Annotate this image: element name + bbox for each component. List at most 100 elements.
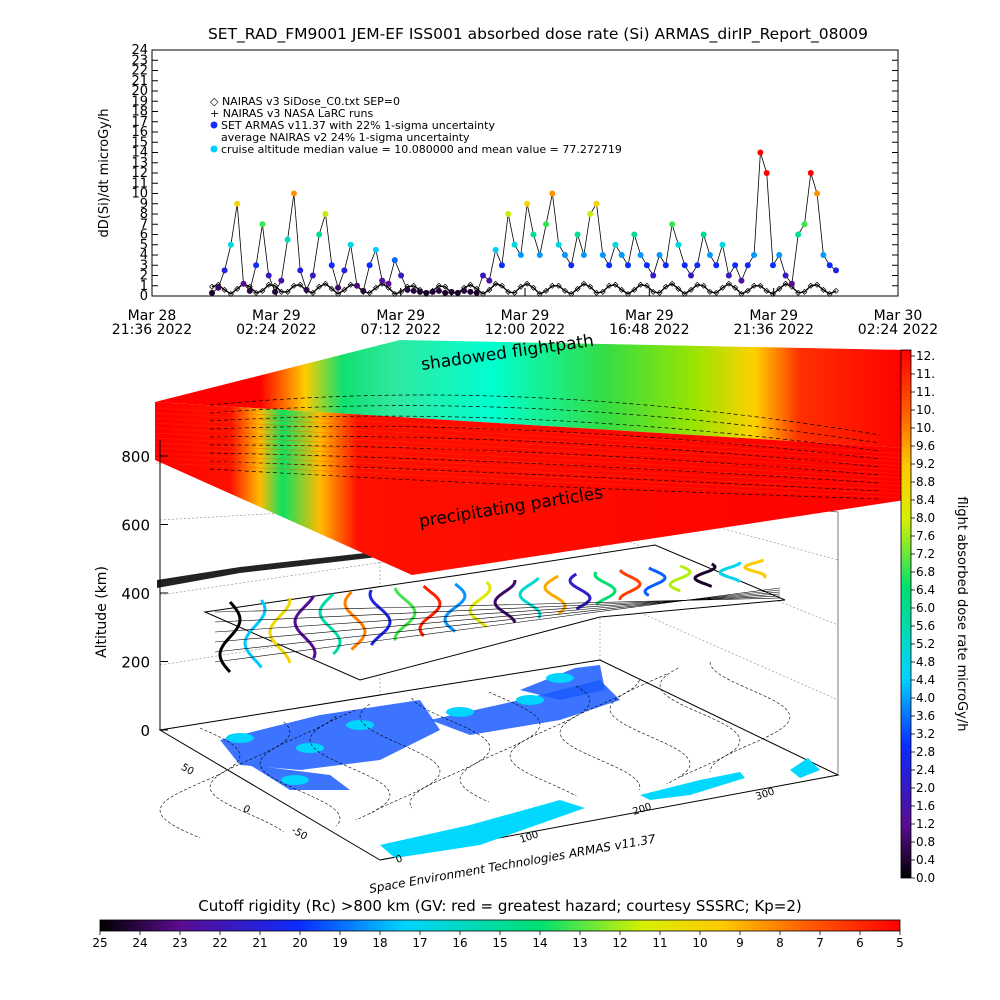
flightpath-colored-track — [568, 572, 592, 611]
dose-rate-point — [221, 267, 228, 274]
dose-rate-time-series: dD(Si)/dt microGy/h 01234567891011121314… — [97, 43, 938, 338]
dose-rate-point — [725, 272, 732, 279]
colorbar-label: 12. — [916, 349, 935, 363]
flightpath-colored-track — [668, 564, 692, 593]
ground-track-line — [659, 667, 741, 779]
colorbar-label: 10. — [916, 421, 935, 435]
legend-marker-set-armas — [210, 121, 218, 129]
altitude-tick-label: 400 — [121, 585, 150, 603]
dose-rate-point — [240, 280, 247, 287]
dose-rate-colorbar: 12. 11. 11. 10. 10. 9.6 9.2 8.8 8.4 8.0 7.6 7.2 6.8 6… — [900, 349, 969, 885]
x-tick-label-date: Mar 29 — [252, 308, 301, 324]
nairas-diamond-point — [505, 288, 512, 295]
flightpath-colored-track — [318, 592, 342, 656]
colorbar-label: 1.6 — [916, 799, 935, 813]
dose-rate-point — [486, 277, 493, 284]
nairas-diamond-point — [265, 281, 272, 288]
dose-rate-point — [448, 288, 455, 295]
rigidity-label: 18 — [372, 936, 387, 950]
dose-rate-point — [353, 282, 360, 289]
dose-rate-point — [417, 288, 423, 295]
dose-rate-point — [398, 272, 405, 279]
legend-entry-nairas-v3-larc: + NAIRAS v3 NASA LaRC runs — [210, 107, 373, 120]
rigidity-label: 9 — [736, 936, 744, 950]
ground-track-line — [209, 721, 291, 833]
dose-rate-point — [656, 252, 663, 258]
flightpath-colored-track — [693, 562, 717, 588]
dose-rate-point — [574, 231, 581, 238]
dose-rate-point — [769, 262, 776, 269]
x-tick-label-date: Mar 29 — [376, 308, 425, 324]
dose-rate-point — [341, 267, 348, 274]
slab-path-trace — [209, 460, 881, 492]
dose-rate-point — [757, 149, 764, 156]
colorbar-label: 5.6 — [916, 619, 935, 633]
rigidity-label: 23 — [172, 936, 187, 950]
dose-rate-point — [290, 190, 297, 197]
time-series-y-axis-label: dD(Si)/dt microGy/h — [97, 109, 112, 238]
nairas-diamond-point — [442, 283, 449, 290]
y-tick-label: 16 — [131, 125, 148, 140]
flightpath-colored-track — [518, 576, 542, 619]
nairas-diamond-point — [782, 280, 789, 287]
ground-track-line — [709, 661, 791, 773]
nairas-diamond-point — [284, 288, 291, 295]
rigidity-label: 5 — [896, 936, 904, 950]
nairas-diamond-point — [366, 289, 373, 296]
dose-rate-point — [599, 252, 606, 258]
nairas-diamond-point — [618, 286, 625, 293]
y-tick-label: 15 — [131, 135, 148, 150]
dose-rate-point — [517, 252, 524, 258]
flightpath-colored-track — [618, 569, 642, 601]
colorbar-label: 9.2 — [916, 457, 935, 471]
dose-rate-point — [366, 262, 373, 269]
landmass-highlight — [346, 720, 374, 730]
nairas-diamond-point — [662, 283, 669, 290]
dose-rate-point — [700, 231, 707, 238]
dose-rate-point — [492, 246, 499, 253]
time-series-legend: ◇ NAIRAS v3 SiDose_C0.txt SEP=0 + NAIRAS… — [210, 95, 622, 156]
nairas-diamond-point — [725, 280, 732, 287]
legend-entry-cruise-altitude: cruise altitude median value = 10.080000… — [221, 143, 622, 156]
flightpath-colored-track — [443, 582, 467, 633]
nairas-diamond-point — [385, 284, 392, 291]
nairas-diamond-point — [530, 284, 537, 291]
landmass-highlight — [516, 695, 544, 705]
y-tick-label: 3 — [140, 258, 148, 273]
nairas-diamond-point — [568, 290, 575, 297]
dose-rate-point — [259, 221, 266, 228]
y-tick-label: 5 — [140, 238, 148, 253]
colorbar-label: 6.0 — [916, 601, 935, 615]
nairas-diamond-point — [694, 281, 701, 288]
dose-rate-point — [826, 262, 833, 269]
x-tick-label-time: 07:12 2022 — [360, 322, 440, 338]
nairas-diamond-point — [278, 288, 285, 295]
y-tick-label: 13 — [131, 156, 148, 171]
hazard-slab-top — [155, 340, 905, 448]
y-tick-label: 17 — [131, 115, 148, 130]
x-tick-label-date: Mar 29 — [501, 308, 550, 324]
dose-rate-point — [814, 190, 821, 197]
dose-rate-point — [410, 287, 417, 294]
nairas-diamond-point — [650, 288, 657, 295]
lat-tick-0: 0 — [241, 803, 252, 816]
slab-layer-line — [154, 447, 906, 487]
nairas-diamond-point — [316, 283, 323, 290]
colorbar-label: 2.4 — [916, 763, 935, 777]
map-ground-tracks — [159, 661, 791, 839]
y-tick-label: 21 — [131, 74, 148, 89]
dose-rate-point — [297, 267, 304, 274]
nairas-diamond-point — [675, 285, 682, 292]
nairas-baseline-line — [211, 282, 837, 295]
colorbar-label: 4.8 — [916, 655, 935, 669]
flightpath-colored-track — [743, 558, 767, 579]
altitude-tick-label: 600 — [121, 517, 150, 535]
ground-track-line — [559, 679, 641, 791]
nairas-diamond-point — [826, 290, 833, 297]
dose-rate-point — [328, 262, 335, 269]
rigidity-label: 13 — [572, 936, 587, 950]
landmass-highlight — [281, 775, 309, 785]
nairas-diamond-point — [543, 287, 550, 294]
